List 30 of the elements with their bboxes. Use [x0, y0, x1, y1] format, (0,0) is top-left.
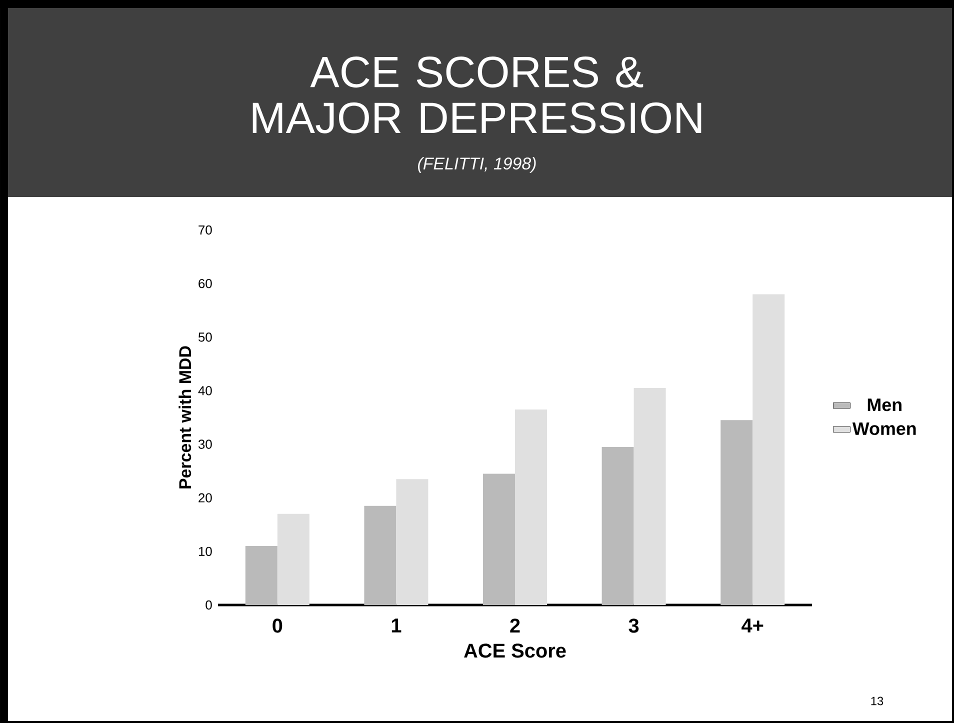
y-tick-label: 50 — [198, 332, 212, 342]
y-tick-label: 60 — [198, 278, 212, 288]
bar — [602, 446, 634, 605]
y-axis-title: Percent with MDD — [178, 346, 192, 488]
y-tick-label: 10 — [198, 546, 212, 556]
chart-subtitle: (FELITTI, 1998) — [418, 157, 536, 173]
x-tick-label: 2 — [510, 618, 520, 633]
y-tick-label: 20 — [198, 493, 212, 502]
bar — [364, 506, 396, 605]
y-tick-label: 40 — [198, 386, 212, 396]
bar — [483, 474, 516, 605]
y-tick-label: 0 — [206, 600, 212, 610]
x-tick-label: 0 — [272, 618, 282, 633]
legend-label: Men — [868, 398, 902, 412]
x-axis-title: ACE Score — [464, 644, 566, 658]
bar — [277, 514, 310, 605]
bar — [515, 409, 548, 605]
bar — [245, 546, 278, 605]
x-tick-label: 1 — [392, 618, 402, 632]
bar — [634, 388, 666, 605]
text: 13 — [871, 696, 884, 706]
y-tick-label: 70 — [198, 225, 212, 235]
bar — [752, 294, 785, 605]
x-tick-label: 4+ — [742, 618, 764, 632]
bar — [720, 420, 753, 605]
y-tick-label: 30 — [198, 440, 212, 449]
x-tick-label: 3 — [628, 618, 639, 633]
legend-label: Women — [852, 422, 916, 435]
chart-title: ACE SCORES & MAJOR DEPRESSION — [252, 56, 702, 134]
bar — [396, 479, 428, 605]
